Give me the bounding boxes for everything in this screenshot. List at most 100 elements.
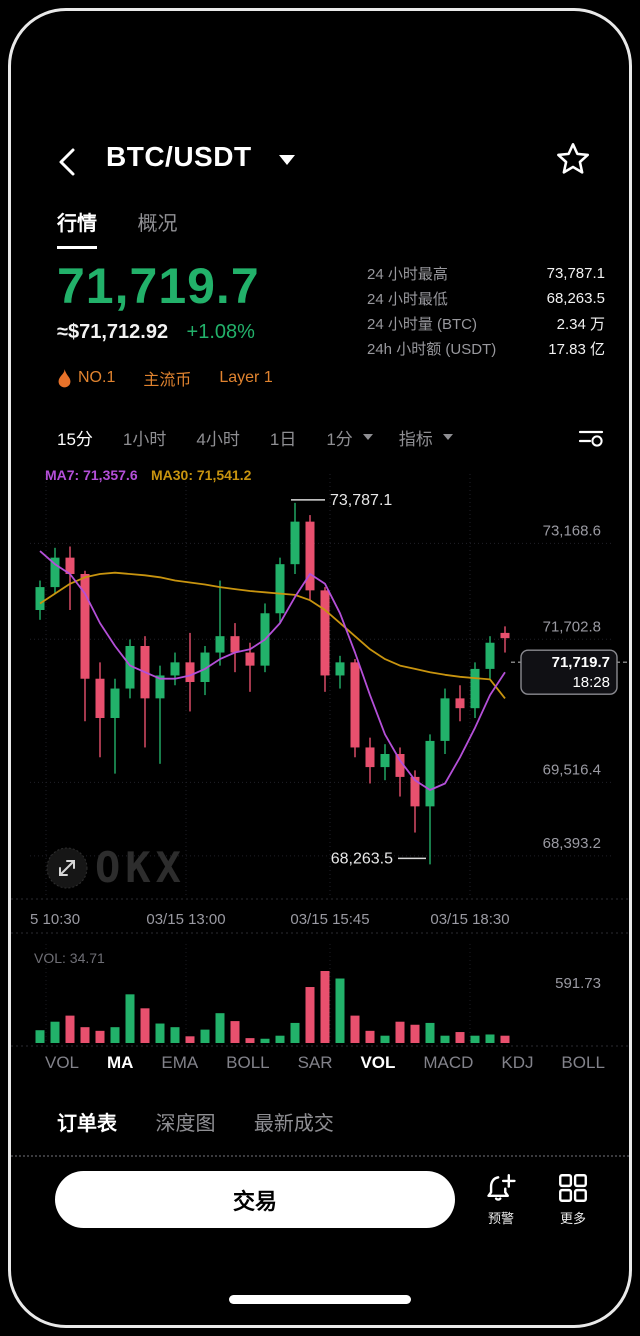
chevron-down-icon[interactable] [362,434,373,440]
volume-bar [425,1022,435,1043]
candle [215,636,225,653]
volume-bar [305,987,315,1043]
pair-selector-caret-icon[interactable] [279,155,295,165]
candle [245,652,255,666]
expand-chart-button[interactable] [46,847,88,889]
candle [365,747,375,768]
x-axis-label: 03/15 18:30 [430,911,509,928]
volume-bar [380,1035,390,1043]
volume-bar [500,1035,510,1043]
tf-15m[interactable]: 15分 [57,429,93,449]
rank-badge[interactable]: NO.1 [78,369,116,386]
fiat-price: ≈$71,712.92 [57,321,169,343]
back-icon[interactable] [55,147,81,177]
volume-legend: VOL: 34.71 [34,950,105,966]
tf-more[interactable]: 1分 [326,429,353,449]
candle [35,587,45,610]
candle [170,662,180,676]
volume-bar [215,1013,225,1043]
volume-axis-label: 591.73 [555,975,601,992]
ind-vol[interactable]: VOL [45,1053,80,1072]
volume-bar [260,1038,270,1043]
volume-bar [80,1027,90,1043]
volume-bar [365,1030,375,1043]
candle [230,636,240,653]
high-annotation: 73,787.1 [330,492,392,509]
chart-settings-icon[interactable] [577,425,605,449]
top-tab-bar: 行情 概况 [57,207,605,249]
candle [275,564,285,614]
tag-mainstream[interactable]: 主流币 [143,372,192,389]
chart-area[interactable]: MA7: 71,357.6 MA30: 71,541.2 73,168.6 71,… [11,455,629,1051]
ind-boll2[interactable]: BOLL [561,1053,605,1072]
price-change: +1.08% [186,321,255,343]
candle [485,642,495,669]
volume-bar [485,1034,495,1043]
alert-action[interactable]: 预警 [473,1171,529,1227]
volume-bar [440,1035,450,1043]
volume-bar [125,994,135,1043]
alert-label: 预警 [487,1211,514,1226]
tf-1h[interactable]: 1小时 [122,429,167,449]
ind-ma[interactable]: MA [106,1053,134,1072]
candlestick-chart[interactable]: 73,168.6 71,702.8 69,516.4 68,393.2 73,787.1… [11,455,629,1051]
candle [65,557,75,574]
ma30-legend: MA30: 71,541.2 [151,467,252,483]
timeframe-toolbar: 15分 1小时 4小时 1日 1分 指标 [57,419,605,455]
volume-bar [155,1023,165,1043]
candle [155,675,165,699]
stat-label: 24 小时最高 [367,266,448,283]
svg-text:18:28: 18:28 [572,674,610,691]
volume-bar [290,1022,300,1043]
tab-trades[interactable]: 最新成交 [253,1113,334,1135]
candle [500,632,510,639]
stat-value: 17.83 亿 [548,341,605,358]
ind-ema[interactable]: EMA [161,1053,199,1072]
ind-sar[interactable]: SAR [297,1053,333,1072]
volume-bar [395,1021,405,1043]
y-axis-label: 73,168.6 [543,522,601,539]
stat-row-turnover: 24h 小时额 (USDT) 17.83 亿 [367,336,605,361]
volume-bar [185,1036,195,1043]
candle [185,662,195,682]
tab-depth[interactable]: 深度图 [155,1113,216,1135]
tf-1d[interactable]: 1日 [269,429,297,449]
more-label: 更多 [559,1211,586,1226]
stat-value: 73,787.1 [546,265,605,282]
stat-label: 24 小时量 (BTC) [367,316,478,333]
volume-bar [455,1032,465,1043]
volume-bar [140,1008,150,1043]
candle [320,590,330,676]
grid-more-icon [559,1174,587,1202]
okx-watermark: OKX [95,843,186,892]
tab-overview[interactable]: 概况 [137,213,178,235]
candle [110,688,120,718]
volume-bar [245,1038,255,1043]
more-action[interactable]: 更多 [545,1171,601,1227]
tf-4h[interactable]: 4小时 [196,429,240,449]
stat-row-high: 24 小时最高 73,787.1 [367,261,605,286]
ind-kdj[interactable]: KDJ [501,1053,534,1072]
tab-quotes[interactable]: 行情 [57,207,97,249]
favorite-star-icon[interactable] [555,141,591,177]
ind-macd[interactable]: MACD [423,1053,474,1072]
candle [395,754,405,777]
chevron-down-icon[interactable] [442,434,453,440]
candle [125,646,135,689]
ind-boll[interactable]: BOLL [226,1053,270,1072]
pair-title[interactable]: BTC/USDT [106,141,252,172]
tag-layer1[interactable]: Layer 1 [219,369,273,386]
tab-orderbook[interactable]: 订单表 [57,1113,117,1135]
volume-bar [230,1021,240,1043]
home-indicator[interactable] [229,1295,411,1304]
flame-icon [58,368,71,387]
stat-value: 68,263.5 [546,290,605,307]
ind-vol2[interactable]: VOL [360,1053,396,1072]
indicator-menu[interactable]: 指标 [398,429,433,449]
x-axis-label: 03/15 13:00 [146,911,225,928]
trade-button[interactable]: 交易 [55,1171,455,1228]
x-axis-label: 5 10:30 [30,911,80,928]
volume-bar [170,1027,180,1043]
action-bar: 交易 预警 更多 [11,1169,629,1249]
last-price-tag [520,649,618,695]
